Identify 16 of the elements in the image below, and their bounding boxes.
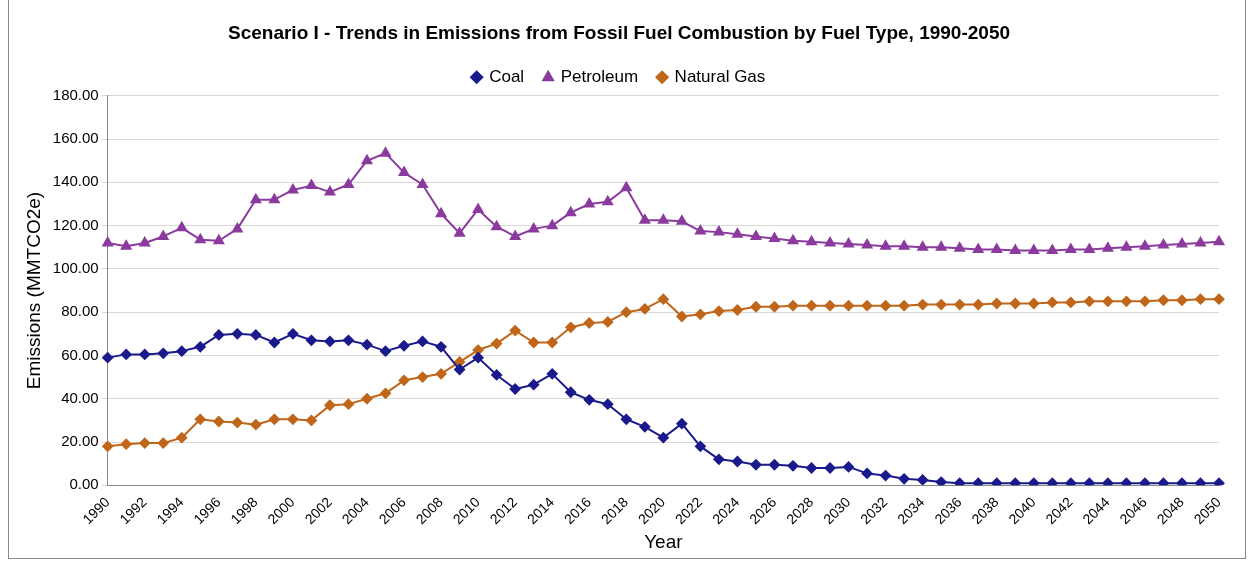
y-tick-label: 100.00 bbox=[52, 259, 99, 277]
y-tick-label: 160.00 bbox=[52, 129, 99, 147]
y-tick-label: 60.00 bbox=[61, 345, 99, 363]
y-tick-label: 20.00 bbox=[61, 432, 99, 450]
legend-label: Coal bbox=[489, 66, 525, 86]
x-axis-title: Year bbox=[644, 530, 684, 552]
legend-label: Petroleum bbox=[560, 66, 639, 86]
y-tick-label: 0.00 bbox=[69, 475, 99, 493]
legend-label: Natural Gas bbox=[674, 66, 766, 86]
y-tick-label: 120.00 bbox=[52, 215, 99, 233]
y-axis-title: Emissions (MMTCO2e) bbox=[22, 191, 44, 390]
chart-title: Scenario I - Trends in Emissions from Fossil Fuel Combustion by Fuel Type, 1990-2050 bbox=[227, 21, 1011, 43]
y-tick-label: 80.00 bbox=[61, 302, 99, 320]
y-tick-label: 140.00 bbox=[52, 172, 99, 190]
y-tick-label: 40.00 bbox=[61, 388, 99, 406]
y-tick-label: 180.00 bbox=[52, 85, 99, 103]
